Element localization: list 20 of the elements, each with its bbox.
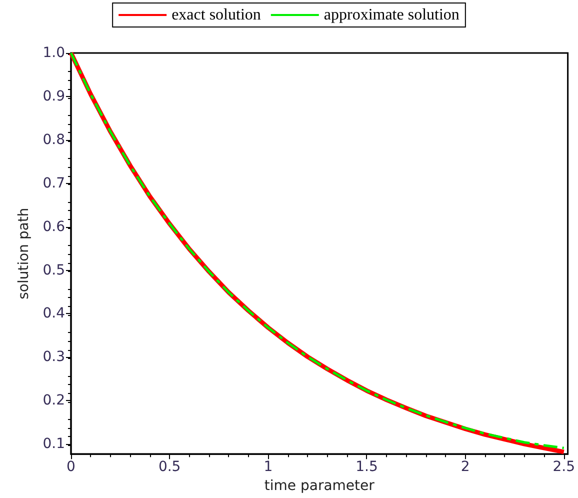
x-axis-title: time parameter [264,478,375,494]
y-tick-label: 0.3 [42,349,65,366]
legend-label: exact solution [172,6,261,24]
x-tick-label: 1 [264,459,273,476]
x-tick-label: 2.5 [552,459,575,476]
y-tick-label: 1.0 [42,45,65,61]
y-tick-label: 0.6 [42,218,66,235]
x-tick-label: 0 [66,459,76,476]
y-tick-label: 0.4 [42,306,66,322]
y-tick-label: 0.9 [42,88,65,104]
y-tick-label: 0.5 [42,262,65,278]
x-tick-label: 0.5 [158,459,181,476]
y-tick-label: 0.8 [42,132,65,148]
y-tick-label: 0.2 [42,392,65,409]
legend-label: approximate solution [324,6,460,24]
x-tick-label: 2 [460,459,470,476]
y-tick-label: 0.7 [42,175,65,192]
y-tick-label: 0.1 [42,436,65,452]
y-axis-title: solution path [16,208,32,300]
x-tick-label: 1.5 [356,459,378,476]
